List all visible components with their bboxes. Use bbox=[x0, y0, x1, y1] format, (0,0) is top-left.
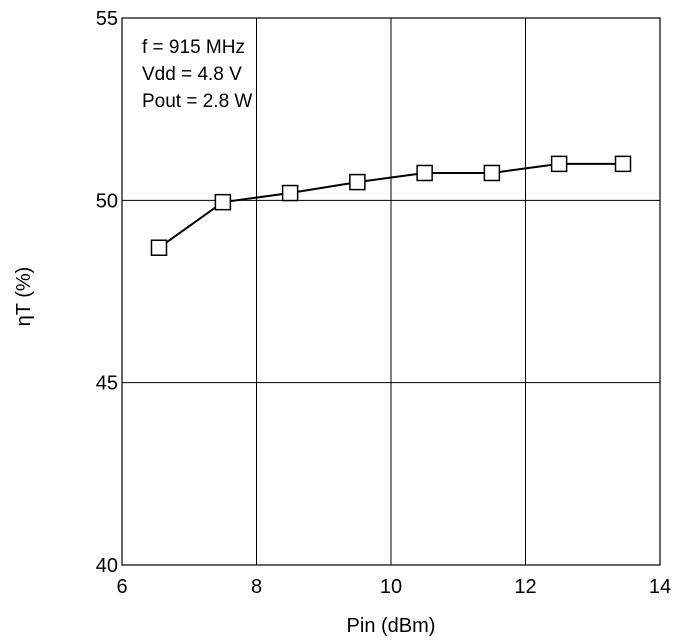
y-axis-label: ηT (%) bbox=[13, 267, 35, 327]
y-tick-label: 45 bbox=[96, 373, 118, 395]
y-tick-label: 40 bbox=[96, 555, 118, 577]
x-axis-label: Pin (dBm) bbox=[347, 615, 436, 637]
data-point-marker bbox=[150, 239, 168, 256]
data-point-marker bbox=[416, 164, 433, 182]
annotation-box: f = 915 MHz Vdd = 4.8 V Pout = 2.8 W bbox=[142, 37, 252, 112]
x-tick-labels: 6 8 10 12 14 bbox=[116, 576, 671, 598]
data-point-marker bbox=[349, 173, 366, 191]
annotation-text: Vdd = 4.8 V bbox=[142, 64, 242, 85]
data-point-marker bbox=[614, 155, 632, 173]
series-line bbox=[158, 162, 624, 249]
x-tick-label: 14 bbox=[649, 576, 671, 598]
data-point-marker bbox=[281, 184, 299, 202]
x-tick-label: 12 bbox=[514, 576, 536, 598]
data-point-marker bbox=[214, 193, 232, 211]
x-tick-label: 8 bbox=[251, 576, 262, 598]
x-tick-label: 10 bbox=[380, 576, 402, 598]
data-point-marker bbox=[550, 155, 568, 173]
x-tick-label: 6 bbox=[116, 576, 127, 598]
data-series bbox=[150, 155, 632, 256]
y-tick-label: 50 bbox=[96, 190, 118, 212]
annotation-text: Pout = 2.8 W bbox=[142, 91, 252, 112]
plot-frame bbox=[121, 17, 661, 566]
y-tick-labels: 40 45 50 55 bbox=[96, 8, 118, 577]
annotation-text: f = 915 MHz bbox=[142, 37, 245, 58]
y-tick-label: 55 bbox=[96, 8, 118, 30]
data-point-marker bbox=[483, 164, 501, 182]
grid-lines bbox=[122, 18, 660, 565]
